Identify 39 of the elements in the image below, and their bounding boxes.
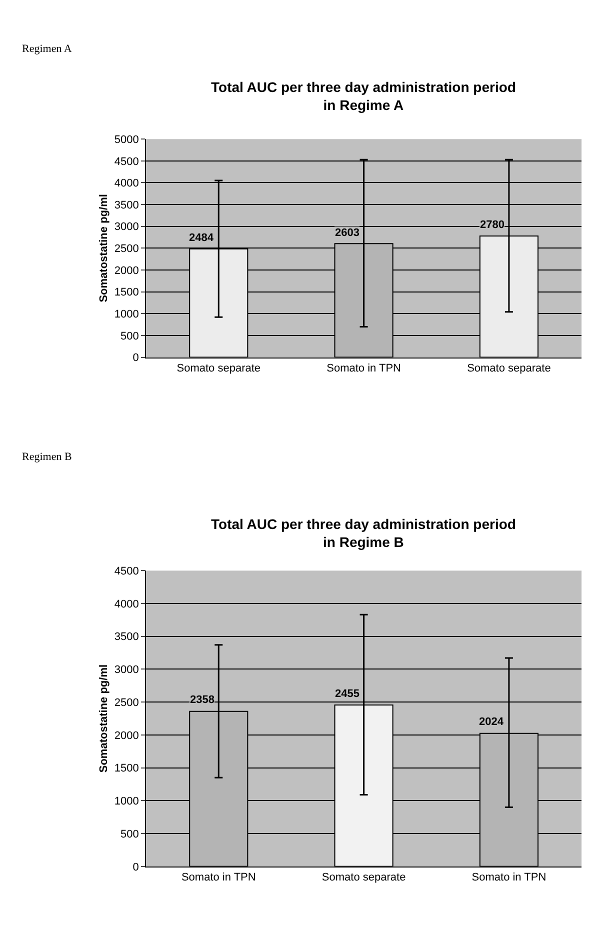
x-tick-label: Somato separate xyxy=(176,362,261,374)
data-label: 2024 xyxy=(479,716,504,728)
data-label: 2603 xyxy=(335,227,360,239)
y-tick-label: 3500 xyxy=(114,199,139,212)
y-tick-label: 0 xyxy=(132,861,139,874)
text: Regimen B xyxy=(22,451,72,463)
chart-title: Total AUC per three day administration period in Regime B xyxy=(211,516,516,550)
x-tick-label: Somato separate xyxy=(467,362,551,374)
x-tick-label: Somato in TPN xyxy=(181,872,256,884)
data-label: 2358 xyxy=(190,694,214,706)
y-tick-label: 2000 xyxy=(114,264,139,277)
y-tick-label: 4500 xyxy=(114,565,139,578)
y-tick-label: 1500 xyxy=(114,762,139,775)
x-tick-label: Somato separate xyxy=(322,872,406,884)
y-tick-label: 5000 xyxy=(114,134,139,146)
y-tick-label: 0 xyxy=(132,352,139,364)
y-tick-label: 1000 xyxy=(114,796,139,808)
y-tick-label: 4000 xyxy=(114,178,139,190)
y-tick-label: 1000 xyxy=(114,308,139,320)
y-tick-label: 4500 xyxy=(114,156,139,168)
data-label: 2780 xyxy=(480,219,504,231)
y-tick-label: 500 xyxy=(120,828,139,840)
y-tick-label: 500 xyxy=(120,330,139,342)
y-tick-label: 3000 xyxy=(114,664,139,676)
y-axis-title: Somatostatine pg/ml xyxy=(98,194,110,302)
data-label: 2455 xyxy=(335,688,360,700)
chart-title: Total AUC per three day administration period in Regime A xyxy=(211,79,516,114)
x-tick-label: Somato in TPN xyxy=(472,872,546,884)
y-tick-label: 3000 xyxy=(114,221,139,234)
text: Regimen A xyxy=(22,43,72,55)
x-tick-label: Somato in TPN xyxy=(326,362,402,374)
y-tick-label: 4000 xyxy=(114,598,139,610)
y-tick-label: 2000 xyxy=(114,730,139,742)
y-tick-label: 2500 xyxy=(114,696,139,709)
y-tick-label: 2500 xyxy=(114,243,139,256)
y-tick-label: 1500 xyxy=(114,286,139,299)
y-tick-label: 3500 xyxy=(114,631,139,644)
data-label: 2484 xyxy=(189,232,214,244)
y-axis-title: Somatostatine pg/ml xyxy=(98,664,110,773)
